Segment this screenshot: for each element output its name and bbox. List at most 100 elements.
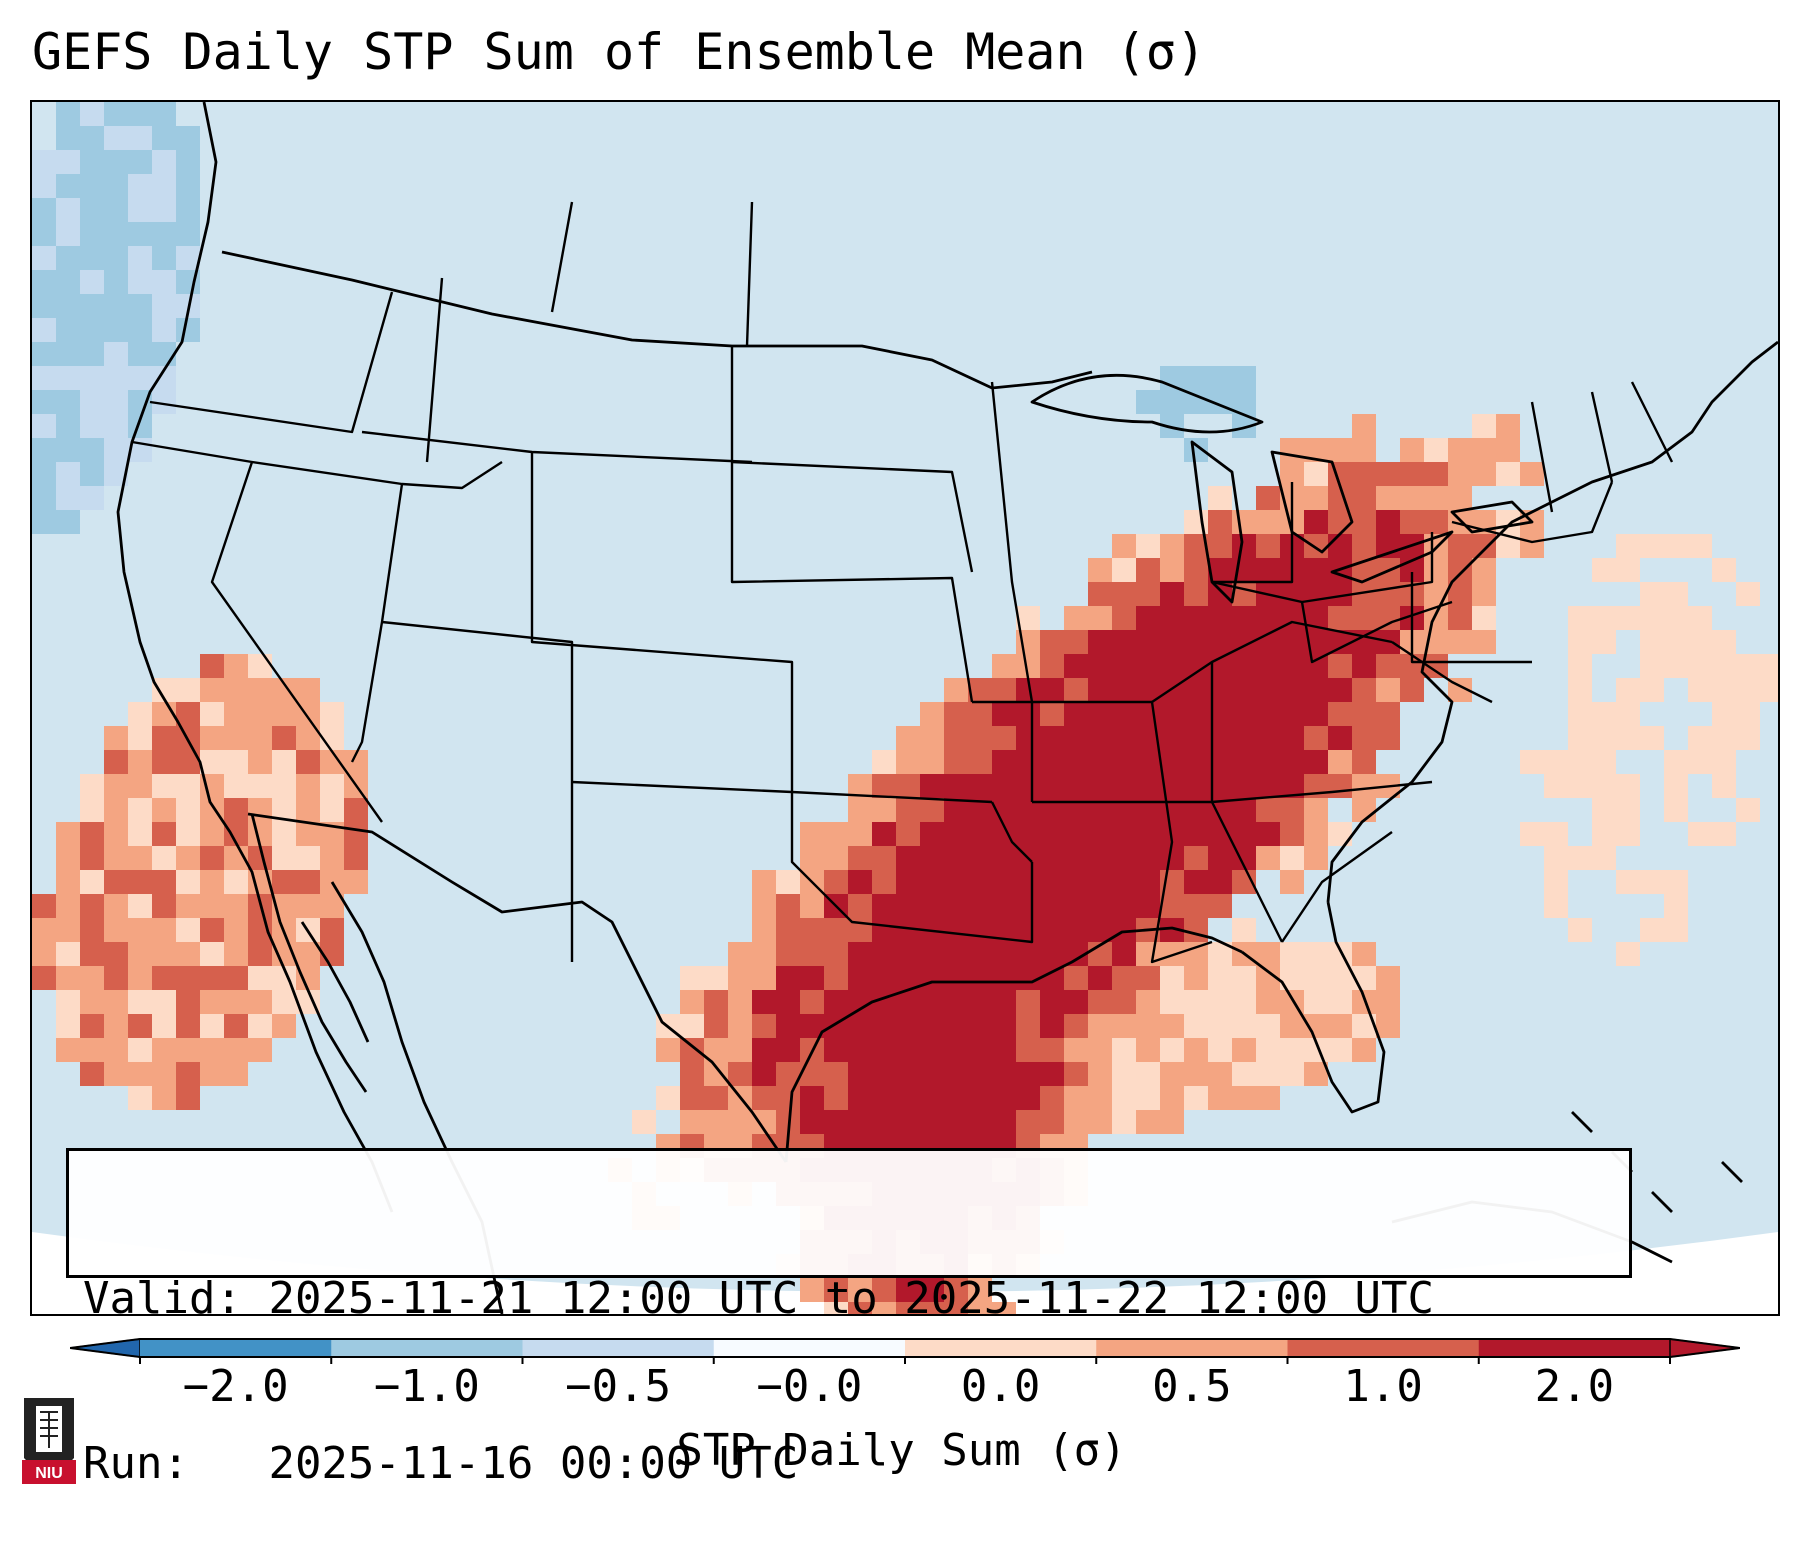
anomaly-cell — [1016, 1110, 1040, 1134]
anomaly-cell — [1040, 1038, 1064, 1062]
anomaly-cell — [1184, 1062, 1208, 1086]
anomaly-cell — [1568, 606, 1592, 630]
anomaly-cell — [872, 822, 896, 846]
anomaly-cell — [128, 342, 152, 366]
anomaly-cell — [848, 798, 872, 822]
anomaly-cell — [1136, 894, 1160, 918]
anomaly-cell — [1112, 990, 1136, 1014]
anomaly-cell — [1376, 462, 1400, 486]
anomaly-cell — [752, 1014, 776, 1038]
anomaly-cell — [1352, 654, 1376, 678]
anomaly-cell — [56, 126, 80, 150]
anomaly-cell — [800, 1086, 824, 1110]
anomaly-cell — [1616, 534, 1640, 558]
anomaly-cell — [1328, 774, 1352, 798]
anomaly-cell — [1280, 870, 1304, 894]
anomaly-cell — [1712, 702, 1736, 726]
anomaly-cell — [1280, 846, 1304, 870]
anomaly-cell — [1112, 1014, 1136, 1038]
anomaly-cell — [1064, 1110, 1088, 1134]
anomaly-cell — [104, 222, 128, 246]
anomaly-cell — [1352, 702, 1376, 726]
anomaly-cell — [32, 390, 56, 414]
anomaly-cell — [1088, 1038, 1112, 1062]
anomaly-cell — [104, 414, 128, 438]
anomaly-cell — [1328, 606, 1352, 630]
anomaly-cell — [1688, 606, 1712, 630]
anomaly-cell — [56, 150, 80, 174]
anomaly-cell — [80, 822, 104, 846]
anomaly-cell — [1136, 1086, 1160, 1110]
anomaly-cell — [896, 774, 920, 798]
anomaly-cell — [872, 870, 896, 894]
anomaly-cell — [272, 750, 296, 774]
anomaly-cell — [1184, 630, 1208, 654]
anomaly-cell — [1280, 822, 1304, 846]
anomaly-cell — [80, 918, 104, 942]
anomaly-cell — [128, 798, 152, 822]
anomaly-cell — [32, 318, 56, 342]
anomaly-cell — [920, 774, 944, 798]
anomaly-cell — [1664, 534, 1688, 558]
baja-coastline — [250, 813, 370, 1093]
anomaly-cell — [944, 990, 968, 1014]
anomaly-cell — [128, 1086, 152, 1110]
anomaly-cell — [968, 1062, 992, 1086]
anomaly-cell — [224, 678, 248, 702]
anomaly-cell — [1400, 510, 1424, 534]
anomaly-cell — [776, 1038, 800, 1062]
anomaly-cell — [1088, 558, 1112, 582]
anomaly-cell — [80, 462, 104, 486]
anomaly-cell — [152, 198, 176, 222]
anomaly-cell — [224, 870, 248, 894]
colorbar-tick-label: −0.5 — [565, 1361, 672, 1412]
anomaly-cell — [1352, 486, 1376, 510]
anomaly-cell — [1112, 702, 1136, 726]
anomaly-cell — [656, 1086, 680, 1110]
anomaly-cell — [1040, 1086, 1064, 1110]
anomaly-cell — [104, 918, 128, 942]
anomaly-cell — [848, 966, 872, 990]
anomaly-cell — [992, 726, 1016, 750]
anomaly-cell — [1664, 918, 1688, 942]
anomaly-cell — [296, 798, 320, 822]
anomaly-cell — [56, 438, 80, 462]
anomaly-cell — [1040, 654, 1064, 678]
anomaly-cell — [1328, 942, 1352, 966]
anomaly-cell — [1064, 966, 1088, 990]
anomaly-cell — [1376, 966, 1400, 990]
anomaly-cell — [896, 750, 920, 774]
anomaly-cell — [224, 942, 248, 966]
anomaly-cell — [1136, 630, 1160, 654]
anomaly-cell — [296, 750, 320, 774]
anomaly-cell — [1256, 1014, 1280, 1038]
anomaly-cell — [32, 342, 56, 366]
anomaly-cell — [1544, 894, 1568, 918]
anomaly-cell — [776, 942, 800, 966]
anomaly-cell — [1040, 702, 1064, 726]
anomaly-cell — [1328, 654, 1352, 678]
anomaly-cell — [1040, 870, 1064, 894]
anomaly-cell — [176, 894, 200, 918]
anomaly-cell — [1160, 966, 1184, 990]
anomaly-cell — [1160, 1110, 1184, 1134]
anomaly-cell — [1328, 534, 1352, 558]
anomaly-cell — [896, 726, 920, 750]
anomaly-cell — [80, 870, 104, 894]
anomaly-cell — [128, 894, 152, 918]
anomaly-cell — [992, 846, 1016, 870]
anomaly-cell — [80, 198, 104, 222]
anomaly-cell — [968, 822, 992, 846]
anomaly-cell — [1688, 822, 1712, 846]
anomaly-cell — [1280, 750, 1304, 774]
anomaly-cell — [1424, 510, 1448, 534]
anomaly-cell — [1640, 534, 1664, 558]
anomaly-cell — [872, 1014, 896, 1038]
anomaly-cell — [872, 1302, 896, 1314]
anomaly-cell — [152, 102, 176, 126]
anomaly-cell — [200, 894, 224, 918]
anomaly-cell — [848, 1110, 872, 1134]
colorbar-tick-label: 0.5 — [1152, 1361, 1232, 1412]
anomaly-cell — [248, 750, 272, 774]
anomaly-cell — [752, 942, 776, 966]
